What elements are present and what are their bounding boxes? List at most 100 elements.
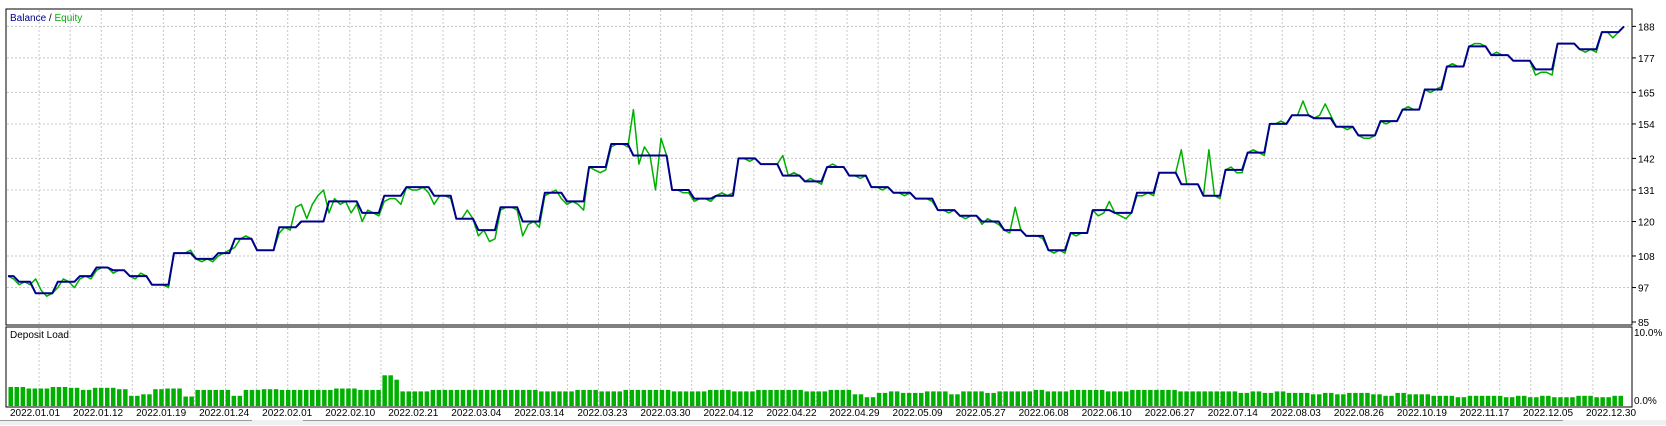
load-bar [310,389,315,406]
load-bar [418,391,423,406]
load-bar [1166,389,1171,406]
x-tick-label: 2022.10.19 [1397,408,1447,419]
load-bar [1298,392,1304,406]
load-bar [207,389,212,406]
load-bar [448,389,454,406]
main-grid [7,10,1631,324]
load-bar [183,396,188,406]
load-bar [1419,394,1424,406]
main-chart-panel [5,8,1633,326]
load-bar [1256,391,1262,406]
x-tick-label: 2022.12.30 [1586,408,1636,419]
y-tick-label: 142 [1638,154,1655,165]
x-tick-label: 2022.06.08 [1019,408,1069,419]
load-bar [8,387,13,406]
load-bar [1027,391,1032,406]
load-bar [864,397,870,406]
load-bar [74,387,80,407]
load-bar [997,391,1002,406]
load-bar [653,389,659,406]
x-tick-label: 2022.01.24 [199,408,249,419]
load-bar [991,392,996,406]
load-bar [732,391,737,406]
load-bar [478,389,484,406]
load-bar [708,389,713,406]
load-bar [1323,392,1328,406]
load-bar [1606,397,1611,406]
y-tick-label: 154 [1638,120,1655,131]
series-layer [7,25,1625,297]
load-bar [714,389,719,406]
load-bar [545,391,550,406]
load-bar [412,391,417,406]
load-bar [1558,397,1563,406]
load-bar [671,391,677,406]
load-bar [1130,389,1135,406]
load-bar [297,389,303,406]
load-bar [1413,394,1418,406]
load-bar [756,389,761,406]
load-bar [1039,389,1045,406]
load-bar [153,389,158,406]
load-bar [858,394,864,406]
load-bar [1250,391,1256,406]
load-bar [123,389,128,406]
legend-balance: Balance [10,13,47,24]
load-bar [1473,395,1479,406]
tab-strip-right [303,420,1563,426]
legend: Balance / Equity [10,13,82,24]
load-bar [949,394,954,406]
y-tick-label: 165 [1638,88,1655,99]
load-bar [967,391,972,406]
load-bar [1509,397,1515,406]
load-bar [900,392,906,406]
x-tick-label: 2022.07.14 [1208,408,1258,419]
load-bar [515,389,520,406]
load-bar [786,389,791,406]
load-bar [1347,392,1352,406]
load-bar [68,387,74,407]
load-bar [943,391,948,406]
x-tick-label: 2022.05.09 [893,408,943,419]
load-bar [1184,391,1189,406]
x-tick-label: 2022.06.27 [1145,408,1195,419]
load-bar [279,389,285,406]
load-bar [888,391,894,406]
load-bar [1105,391,1111,406]
load-bar [744,391,749,406]
load-bar [750,391,755,406]
load-bar [159,389,164,406]
load-bar [804,391,809,406]
load-bar [165,388,170,406]
load-bar [882,392,888,406]
load-bar [201,389,206,406]
load-bar [1491,395,1497,406]
load-bar [1425,394,1430,406]
load-bar [304,389,309,406]
load-bar [846,389,852,406]
load-bar [346,388,351,406]
load-bar [460,389,466,406]
load-bar [20,387,26,406]
load-bar [1160,389,1165,406]
load-bar [1093,389,1099,406]
load-bar [1582,395,1587,406]
load-bar [237,395,243,406]
load-bar [1178,391,1183,406]
load-bar [1467,395,1473,406]
load-bar [98,387,104,407]
load-bar [798,389,803,406]
load-bar [1136,389,1141,406]
load-bar [1407,394,1412,406]
load-bar [1383,395,1388,406]
load-bar [937,391,942,406]
load-bar [551,391,556,406]
load-bar [80,389,86,406]
load-bar [581,389,586,406]
load-bar [496,389,502,406]
load-bar [1063,391,1069,406]
load-bar [1437,395,1443,406]
load-bar [1431,395,1436,406]
main-y-axis: 188 177 165 154 142 131 120 108 97 85 [1632,22,1655,329]
